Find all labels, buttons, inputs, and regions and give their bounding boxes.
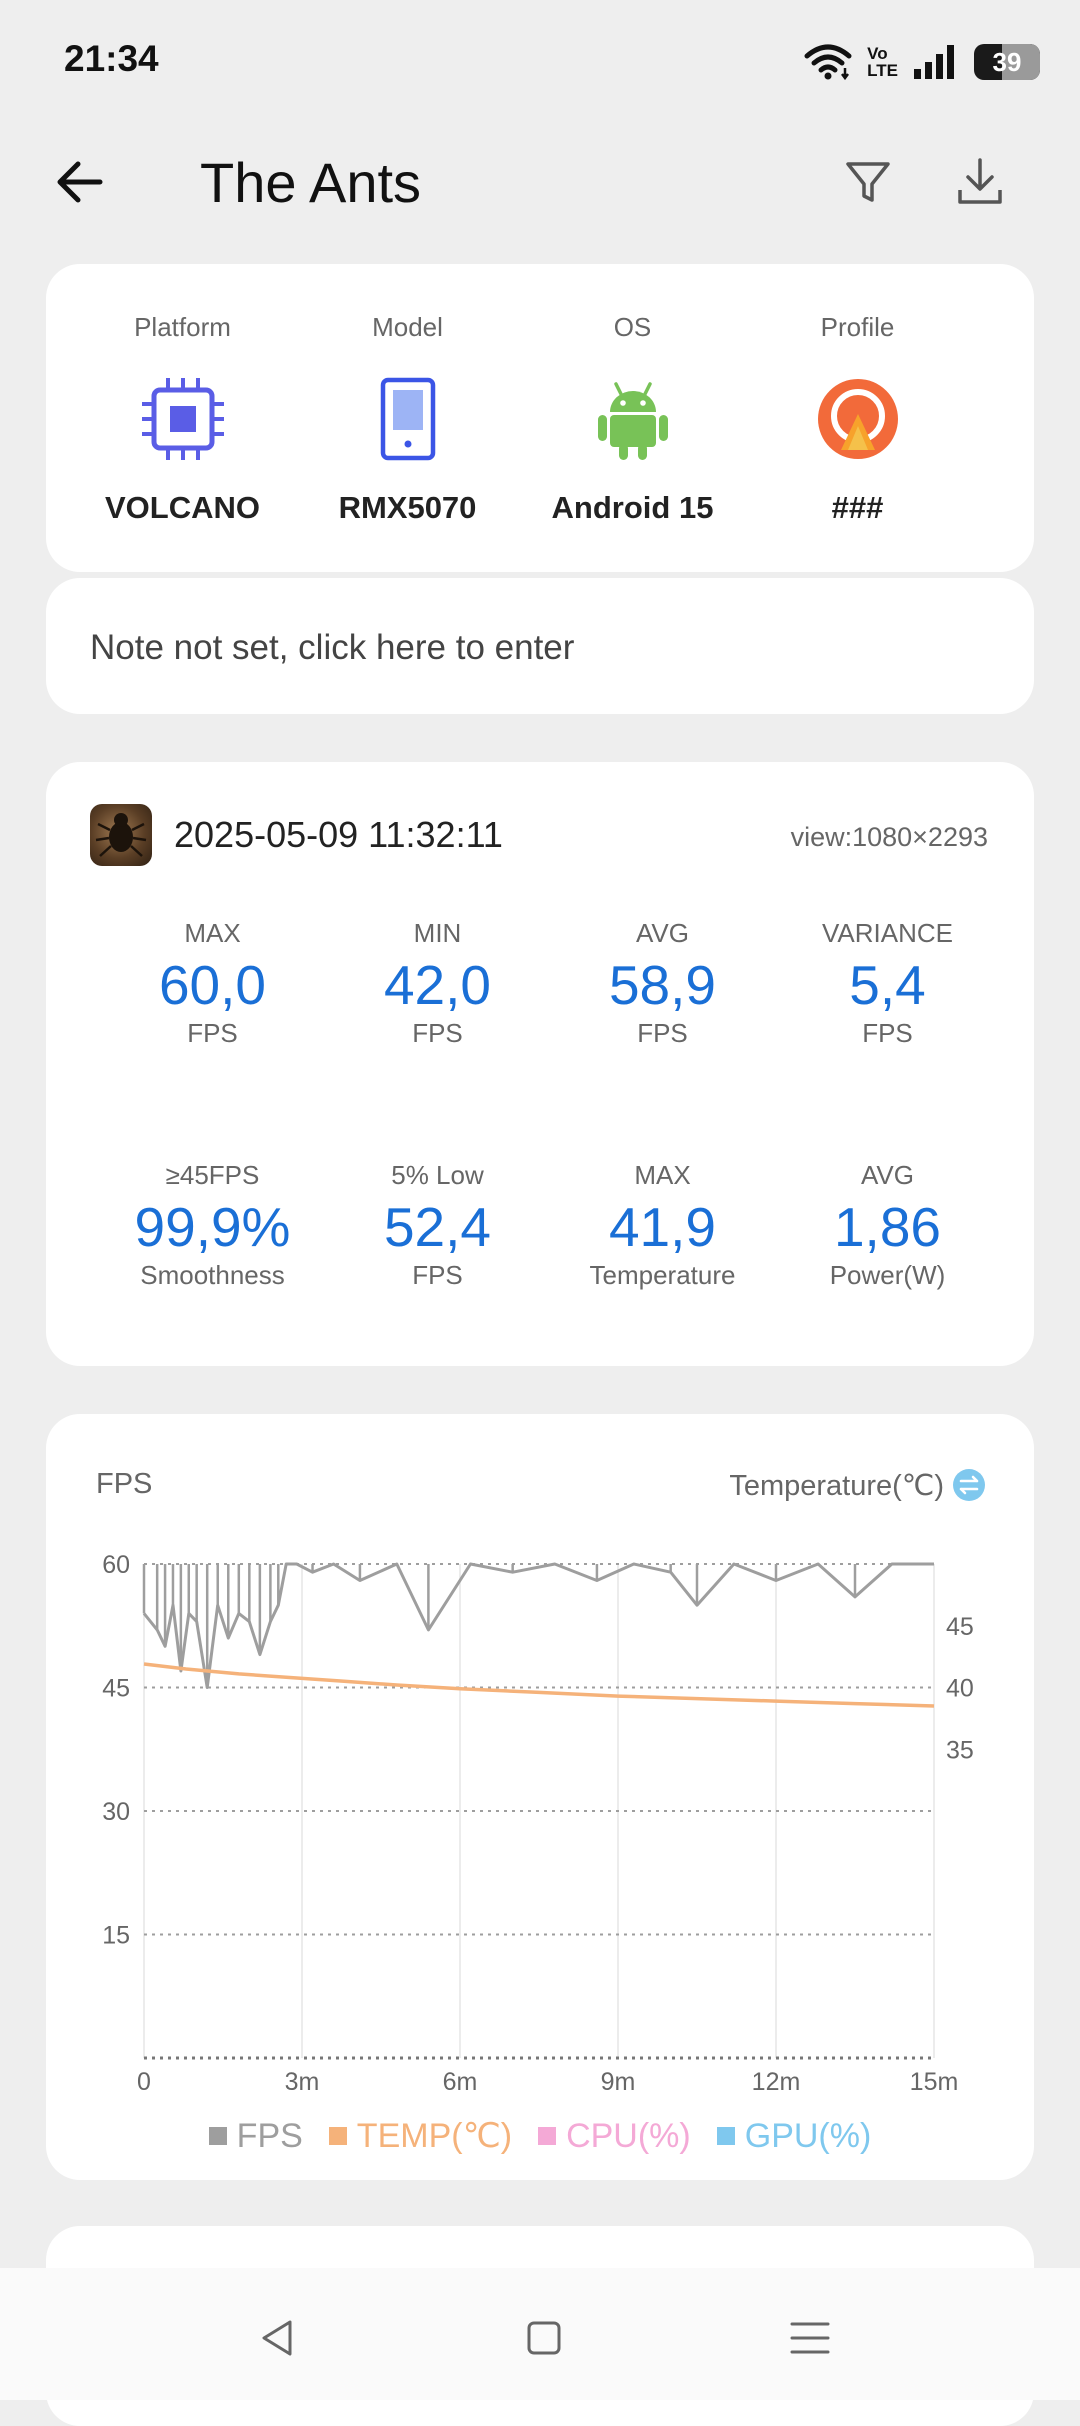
stat-max-temperature: MAX 41,9 Temperature [589, 1160, 736, 1290]
os-label: OS [613, 312, 652, 342]
legend-item-gpu[interactable]: GPU(%) [716, 2116, 871, 2156]
y-right-tick-label: 35 [946, 1736, 974, 1764]
chart-left-axis-title: FPS [96, 1468, 153, 1500]
stat-variance: VARIANCE 5,4 FPS [822, 918, 953, 1048]
fps-series-line [142, 1562, 934, 1689]
page-title: The Ants [200, 151, 422, 214]
note-input[interactable]: Note not set, click here to enter [46, 578, 1034, 714]
os-value: Android 15 [551, 490, 714, 525]
x-tick-label: 15m [910, 2068, 959, 2096]
download-icon[interactable] [950, 152, 1010, 212]
platform-label: Platform [134, 312, 231, 342]
y-left-tick-label: 60 [102, 1551, 130, 1579]
nav-menu-icon[interactable] [780, 2308, 840, 2368]
os-column: OS Android 15 [520, 264, 745, 572]
temp-series-line [143, 1662, 935, 1708]
view-resolution: view:1080×2293 [790, 822, 988, 852]
stat-min-fps: MIN 42,0 FPS [383, 918, 492, 1048]
chip-icon [141, 378, 224, 460]
y-left-tick-label: 15 [102, 1922, 130, 1950]
device-info-card: Platform VOLCANO Model RMX5070 OS [46, 264, 1034, 572]
android-icon [597, 382, 668, 460]
profile-column: Profile ### [745, 264, 970, 572]
volte-icon: Vo LTE [867, 44, 898, 80]
fps-chart-card: FPS Temperature(℃) 0 3m 6m 9m 12m 15m 60 45 30 15… [46, 1414, 1034, 2180]
nav-back-icon[interactable] [248, 2308, 308, 2368]
y-left-tick-label: 45 [102, 1675, 130, 1703]
signal-icon [914, 45, 954, 79]
x-tick-label: 12m [752, 2068, 801, 2096]
game-icon [90, 804, 152, 866]
status-bar: 21:34 Vo LTE 39 [0, 0, 1080, 120]
model-value: RMX5070 [338, 490, 477, 525]
battery-level: 39 [992, 46, 1022, 77]
y-left-tick-label: 30 [102, 1798, 130, 1826]
arrow-left-icon[interactable] [50, 152, 110, 212]
model-column: Model RMX5070 [295, 264, 520, 572]
status-icons: Vo LTE 39 [803, 38, 1040, 86]
stat-smoothness: ≥45FPS 99,9% Smoothness [134, 1160, 291, 1290]
y-right-tick-label: 45 [946, 1613, 974, 1641]
chart-right-axis-title[interactable]: Temperature(℃) [729, 1470, 944, 1502]
fps-temperature-chart: 0 3m 6m 9m 12m 15m 60 45 30 15 45 40 35 [102, 1551, 974, 2096]
y-right-tick-label: 40 [946, 1675, 974, 1703]
model-label: Model [372, 312, 443, 342]
battery-icon: 39 [974, 44, 1040, 80]
legend-item-cpu[interactable]: CPU(%) [538, 2116, 691, 2156]
x-tick-label: 3m [285, 2068, 320, 2096]
x-tick-label: 9m [601, 2068, 636, 2096]
profile-label: Profile [820, 312, 895, 342]
wifi-icon [804, 44, 852, 81]
stat-max-fps: MAX 60,0 FPS [158, 918, 267, 1048]
profile-icon [817, 379, 898, 459]
platform-value: VOLCANO [105, 490, 260, 525]
status-time: 21:34 [64, 38, 159, 79]
x-tick-label: 6m [443, 2068, 478, 2096]
stat-avg-fps: AVG 58,9 FPS [608, 918, 717, 1048]
swap-axis-icon[interactable] [952, 1468, 986, 1502]
legend-item-fps[interactable]: FPS [208, 2116, 303, 2156]
nav-home-icon[interactable] [514, 2308, 574, 2368]
stat-5pct-low: 5% Low 52,4 FPS [383, 1160, 492, 1290]
session-datetime: 2025-05-09 11:32:11 [174, 814, 503, 855]
x-tick-label: 0 [137, 2068, 151, 2096]
app-bar: The Ants [0, 130, 1080, 240]
stat-avg-power: AVG 1,86 Power(W) [829, 1160, 946, 1290]
profile-value: ### [831, 490, 884, 525]
note-placeholder: Note not set, click here to enter [90, 628, 575, 667]
platform-column: Platform VOLCANO [70, 264, 295, 572]
session-stats-card: 2025-05-09 11:32:11 view:1080×2293 MAX 6… [46, 762, 1034, 1366]
filter-icon[interactable] [838, 152, 898, 212]
system-nav-bar [0, 2268, 1080, 2400]
phone-icon [380, 377, 435, 461]
legend-item-temp[interactable]: TEMP(℃) [328, 2116, 512, 2156]
chart-legend: FPS TEMP(℃) CPU(%) GPU(%) [46, 2116, 1034, 2156]
